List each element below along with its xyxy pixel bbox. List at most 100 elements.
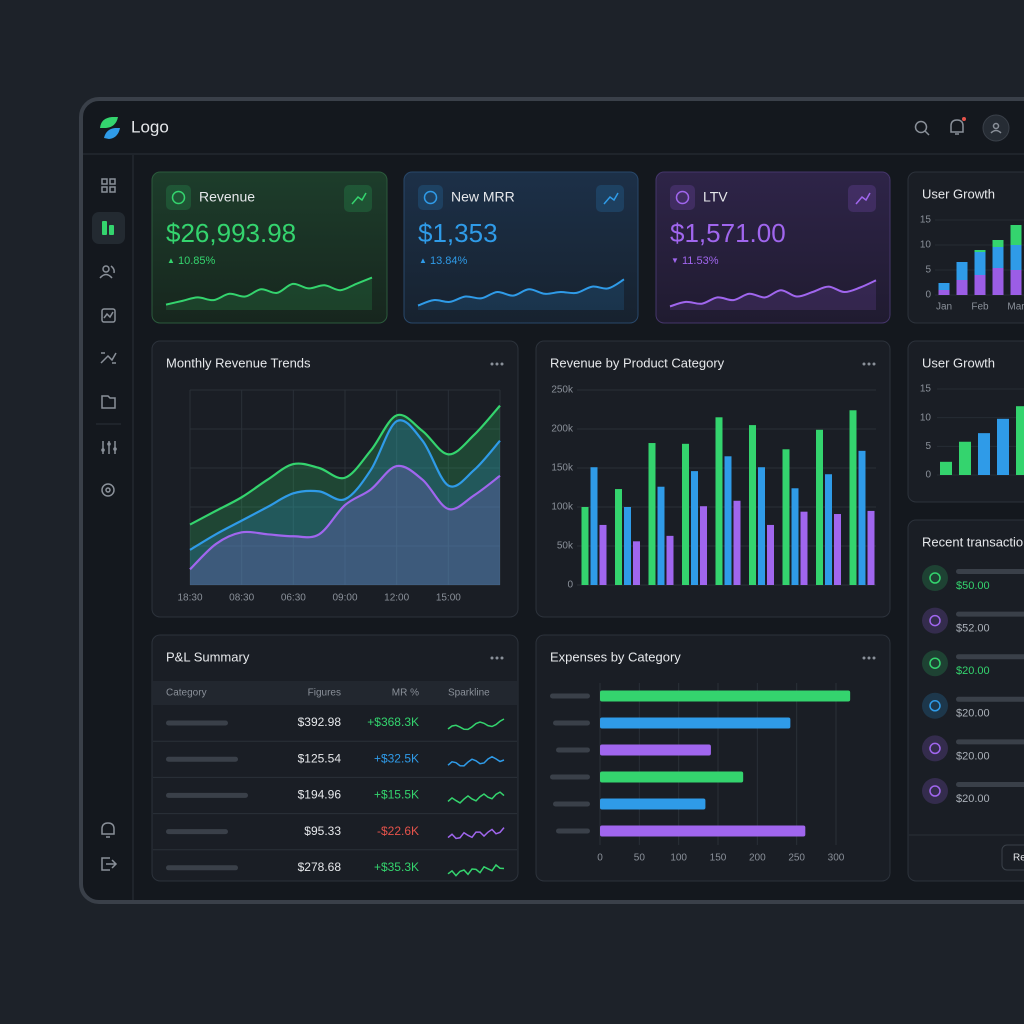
search-icon[interactable] — [914, 120, 930, 136]
mr-change: +$35.3K — [374, 860, 419, 874]
y-tick-label: 10 — [920, 412, 932, 423]
more-menu[interactable] — [862, 656, 876, 660]
bar-segment — [938, 283, 950, 290]
bar — [615, 489, 622, 585]
line — [189, 464, 501, 571]
bar — [581, 507, 589, 585]
sidebar-icon[interactable] — [102, 221, 114, 235]
transaction-amount: $20.00 — [956, 708, 990, 720]
figure: $95.33 — [304, 824, 341, 838]
mr-change: +$15.5K — [374, 788, 419, 802]
notification-dot — [962, 117, 966, 121]
sidebar-icon[interactable] — [101, 857, 118, 871]
y-tick-label: 250k — [551, 385, 574, 396]
bar-segment — [1010, 245, 1022, 270]
x-tick-label: 200 — [749, 853, 766, 864]
y-tick-label: 150k — [551, 463, 574, 474]
transaction-icon-glyph — [929, 785, 941, 797]
transaction-icon-glyph — [929, 614, 941, 627]
category-placeholder — [166, 829, 228, 835]
column-header: Figures — [308, 688, 341, 699]
bar — [600, 744, 711, 756]
bar — [782, 449, 790, 585]
kpi-arrow: ▲ — [167, 256, 175, 265]
transaction-icon-glyph — [929, 742, 941, 755]
button[interactable] — [1001, 844, 1024, 871]
card — [151, 340, 519, 618]
sidebar-icon[interactable] — [101, 308, 116, 323]
sidebar-icon[interactable] — [101, 178, 116, 193]
bar-segment — [938, 290, 950, 295]
column-header: Sparkline — [448, 688, 490, 699]
kpi-change: 13.84% — [430, 255, 468, 267]
bar — [691, 471, 698, 585]
card-title: Expenses by Category — [550, 649, 681, 664]
bar — [858, 450, 866, 585]
transaction-icon — [922, 565, 948, 591]
kpi-card — [655, 171, 891, 324]
figure: $125.54 — [298, 751, 342, 765]
x-tick-label: 06:30 — [281, 593, 306, 604]
kpi-action[interactable] — [596, 185, 624, 212]
transaction-icon-glyph — [929, 657, 941, 669]
category-placeholder — [166, 720, 228, 726]
sidebar-icon[interactable] — [101, 395, 116, 409]
kpi-icon — [166, 185, 191, 210]
transaction-placeholder — [956, 739, 1024, 745]
x-tick-label: 150 — [710, 853, 727, 864]
kpi-value: $26,993.98 — [166, 218, 296, 248]
category-placeholder — [166, 865, 238, 871]
bar-segment — [974, 252, 986, 275]
avatar[interactable] — [982, 114, 1010, 142]
sidebar-active[interactable] — [92, 212, 125, 244]
transaction-icon — [922, 778, 948, 804]
card-title: Recent transactions — [922, 534, 1024, 549]
sidebar-icon[interactable] — [101, 483, 115, 497]
button-label[interactable]: Re — [1013, 853, 1024, 864]
row-sparkline — [447, 755, 505, 767]
figure: $194.96 — [298, 788, 342, 802]
kpi-change: 10.85% — [178, 255, 216, 267]
kpi-icon — [670, 185, 695, 210]
bell-icon[interactable] — [950, 119, 964, 135]
bar-segment — [974, 250, 986, 252]
y-tick-label: 200k — [551, 424, 574, 435]
more-menu[interactable] — [490, 362, 504, 366]
kpi-icon-glyph — [675, 190, 690, 205]
mr-change: +$32.5K — [374, 751, 419, 765]
bar-segment — [956, 280, 968, 295]
y-tick-label: 0 — [925, 470, 931, 481]
bar-segment — [974, 275, 986, 295]
x-tick-label: 250 — [788, 853, 805, 864]
sidebar-icon[interactable] — [101, 441, 117, 454]
bar — [666, 535, 674, 585]
y-tick-label: 10 — [920, 240, 932, 251]
bar — [825, 474, 832, 585]
kpi-change: 11.53% — [682, 255, 719, 267]
sidebar-icon[interactable] — [100, 352, 117, 364]
bar — [834, 514, 841, 585]
kpi-value: $1,571.00 — [670, 218, 786, 248]
kpi-action[interactable] — [848, 185, 876, 212]
bar — [978, 433, 990, 475]
card-title: Revenue by Product Category — [550, 355, 725, 370]
sidebar-icon[interactable] — [101, 822, 115, 838]
bar — [633, 541, 640, 585]
bar-segment — [992, 240, 1004, 247]
y-tick-label: 0 — [925, 290, 931, 301]
more-menu[interactable] — [490, 656, 504, 660]
y-tick-label: 0 — [567, 580, 573, 591]
sidebar-icon[interactable] — [99, 265, 115, 279]
bar — [800, 511, 808, 585]
x-tick-label: Feb — [971, 302, 989, 313]
kpi-action-glyph — [603, 192, 619, 205]
bar-segment — [992, 268, 1004, 295]
y-tick-label: 15 — [920, 215, 932, 226]
transaction-icon — [922, 607, 948, 634]
kpi-action-glyph — [855, 192, 871, 205]
kpi-arrow: ▼ — [671, 256, 679, 265]
more-menu[interactable] — [862, 362, 876, 366]
kpi-action[interactable] — [344, 185, 372, 212]
card-title: User Growth — [922, 355, 995, 370]
